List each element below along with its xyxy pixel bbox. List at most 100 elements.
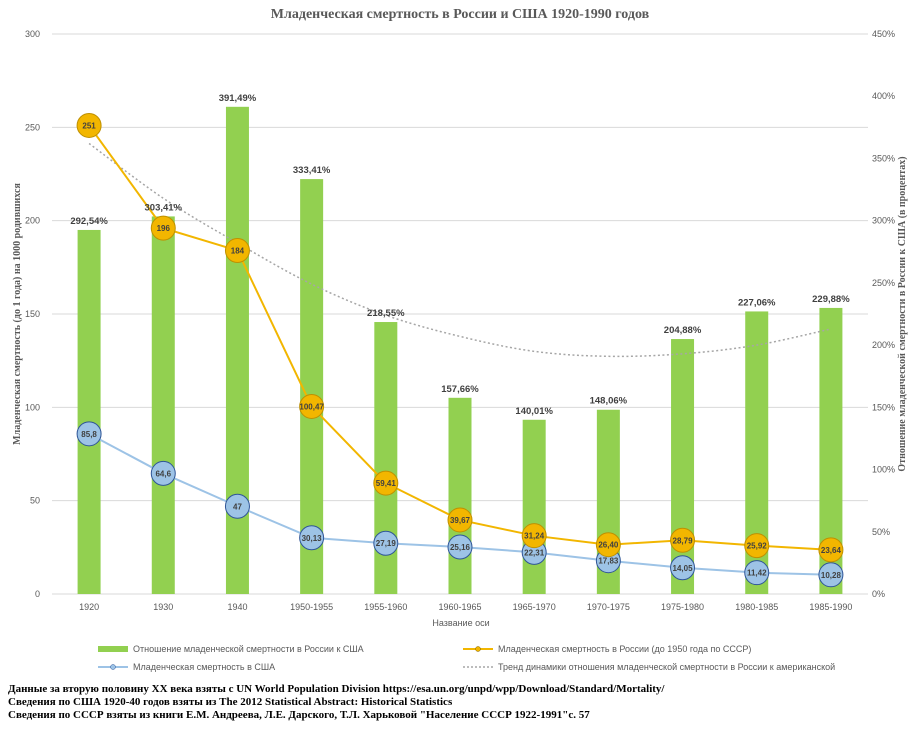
bar-data-label: 204,88% <box>664 325 702 336</box>
y-tick-label: 0 <box>35 589 40 599</box>
usa-marker <box>373 530 399 556</box>
russia-data-label: 31,24 <box>524 532 545 541</box>
x-tick-label: 1920 <box>79 602 99 612</box>
legend-label-usa: Младенческая смертность в США <box>133 662 275 672</box>
x-tick-label: 1985-1990 <box>809 602 852 612</box>
source-line-ussr: Сведения по СССР взяты из книги Е.М. Анд… <box>8 709 590 721</box>
bar-data-label: 303,41% <box>145 202 183 213</box>
y2-tick-label: 400% <box>872 91 895 101</box>
legend-label-trend: Тренд динамики отношения младенческой см… <box>498 662 835 672</box>
bar-data-label: 229,88% <box>812 294 850 305</box>
y2-tick-label: 200% <box>872 340 895 350</box>
y-axis-title: Младенческая смертность (до 1 года) на 1… <box>12 183 23 445</box>
data-labels: 292,54% 303,41% 391,49% 333,41% 218,55% 157,6… <box>70 93 850 580</box>
usa-marker <box>744 560 770 586</box>
bar <box>522 419 546 594</box>
bar <box>745 311 769 594</box>
russia-marker <box>744 533 770 559</box>
x-tick-label: 1975-1980 <box>661 602 704 612</box>
legend-marker-usa <box>110 664 116 670</box>
y-tick-label: 50 <box>30 496 40 506</box>
y-tick-label: 250 <box>25 122 40 132</box>
bar <box>151 216 175 595</box>
usa-data-label: 17,83 <box>598 557 619 566</box>
russia-data-label: 184 <box>231 247 245 256</box>
bar-data-label: 333,41% <box>293 165 331 176</box>
usa-marker <box>670 555 696 581</box>
y2-tick-label: 0% <box>872 589 885 599</box>
bar <box>300 179 324 594</box>
y-tick-label: 100 <box>25 402 40 412</box>
y2-axis-title: Отношение младенческой смертности в Росс… <box>897 156 908 471</box>
y-tick-label: 200 <box>25 216 40 226</box>
source-line-usa: Сведения по США 1920-40 годов взяты из T… <box>8 696 453 708</box>
x-tick-label: 1950-1955 <box>290 602 333 612</box>
russia-data-label: 39,67 <box>450 516 471 525</box>
bar <box>374 322 398 594</box>
usa-data-label: 85,8 <box>81 430 97 439</box>
y2-tick-label: 250% <box>872 278 895 288</box>
usa-data-label: 14,05 <box>673 564 694 573</box>
bar-data-label: 218,55% <box>367 308 405 319</box>
russia-marker <box>447 507 473 533</box>
y2-tick-label: 50% <box>872 527 890 537</box>
x-tick-label: 1955-1960 <box>364 602 407 612</box>
bar-data-label: 148,06% <box>590 396 628 407</box>
russia-marker <box>150 215 176 241</box>
trend-line <box>88 142 832 358</box>
x-tick-label: 1965-1970 <box>513 602 556 612</box>
y-tick-label: 150 <box>25 309 40 319</box>
bar-data-label: 227,06% <box>738 297 776 308</box>
x-tick-label: 1940 <box>227 602 247 612</box>
bar-data-label: 140,01% <box>515 406 553 417</box>
russia-data-label: 251 <box>82 121 96 130</box>
bar-data-label: 391,49% <box>219 93 257 104</box>
usa-marker <box>818 562 844 588</box>
legend-swatch-bar <box>98 646 128 652</box>
usa-marker <box>224 493 250 519</box>
usa-marker <box>447 534 473 560</box>
russia-data-label: 196 <box>157 224 171 233</box>
legend-label-ratio: Отношение младенческой смертности в Росс… <box>133 644 364 654</box>
usa-marker <box>150 460 176 486</box>
y2-tick-label: 100% <box>872 465 895 475</box>
russia-data-label: 59,41 <box>376 479 397 488</box>
x-tick-label: 1930 <box>153 602 173 612</box>
russia-marker <box>76 112 102 138</box>
y2-tick-label: 300% <box>872 216 895 226</box>
bar-data-label: 157,66% <box>441 384 479 395</box>
bar <box>448 397 472 594</box>
y2-tick-label: 150% <box>872 402 895 412</box>
chart: Младенческая смертность в России и США 1… <box>12 7 908 672</box>
russia-data-label: 25,92 <box>747 542 768 551</box>
russia-data-label: 100,47 <box>299 402 324 411</box>
russia-marker <box>818 537 844 563</box>
usa-marker <box>299 525 325 551</box>
sources-block: Данные за вторую половину XX века взяты … <box>8 683 665 722</box>
axis-ticks: 0 50 100 150 200 250 300 0% 50% 100% 150% 200% 250% 3… <box>25 29 895 612</box>
y-tick-label: 300 <box>25 29 40 39</box>
x-axis-title: Название оси <box>432 618 489 628</box>
bar-data-label: 292,54% <box>70 216 108 227</box>
usa-data-label: 64,6 <box>155 469 171 478</box>
x-tick-label: 1980-1985 <box>735 602 778 612</box>
x-tick-label: 1960-1965 <box>438 602 481 612</box>
russia-marker <box>595 532 621 558</box>
bar <box>225 106 249 595</box>
usa-marker <box>76 421 102 447</box>
russia-marker <box>373 470 399 496</box>
russia-data-label: 23,64 <box>821 546 842 555</box>
russia-marker <box>670 527 696 553</box>
bar <box>77 229 101 594</box>
legend-label-russia: Младенческая смертность в России (до 195… <box>498 644 751 654</box>
line-series <box>76 112 844 588</box>
usa-data-label: 27,19 <box>376 539 397 548</box>
y2-tick-label: 450% <box>872 29 895 39</box>
chart-title: Младенческая смертность в России и США 1… <box>271 7 650 22</box>
y2-tick-label: 350% <box>872 153 895 163</box>
russia-marker <box>224 238 250 264</box>
source-line-un: Данные за вторую половину XX века взяты … <box>8 683 665 695</box>
usa-data-label: 25,16 <box>450 543 471 552</box>
russia-data-label: 26,40 <box>598 541 619 550</box>
russia-marker <box>521 523 547 549</box>
